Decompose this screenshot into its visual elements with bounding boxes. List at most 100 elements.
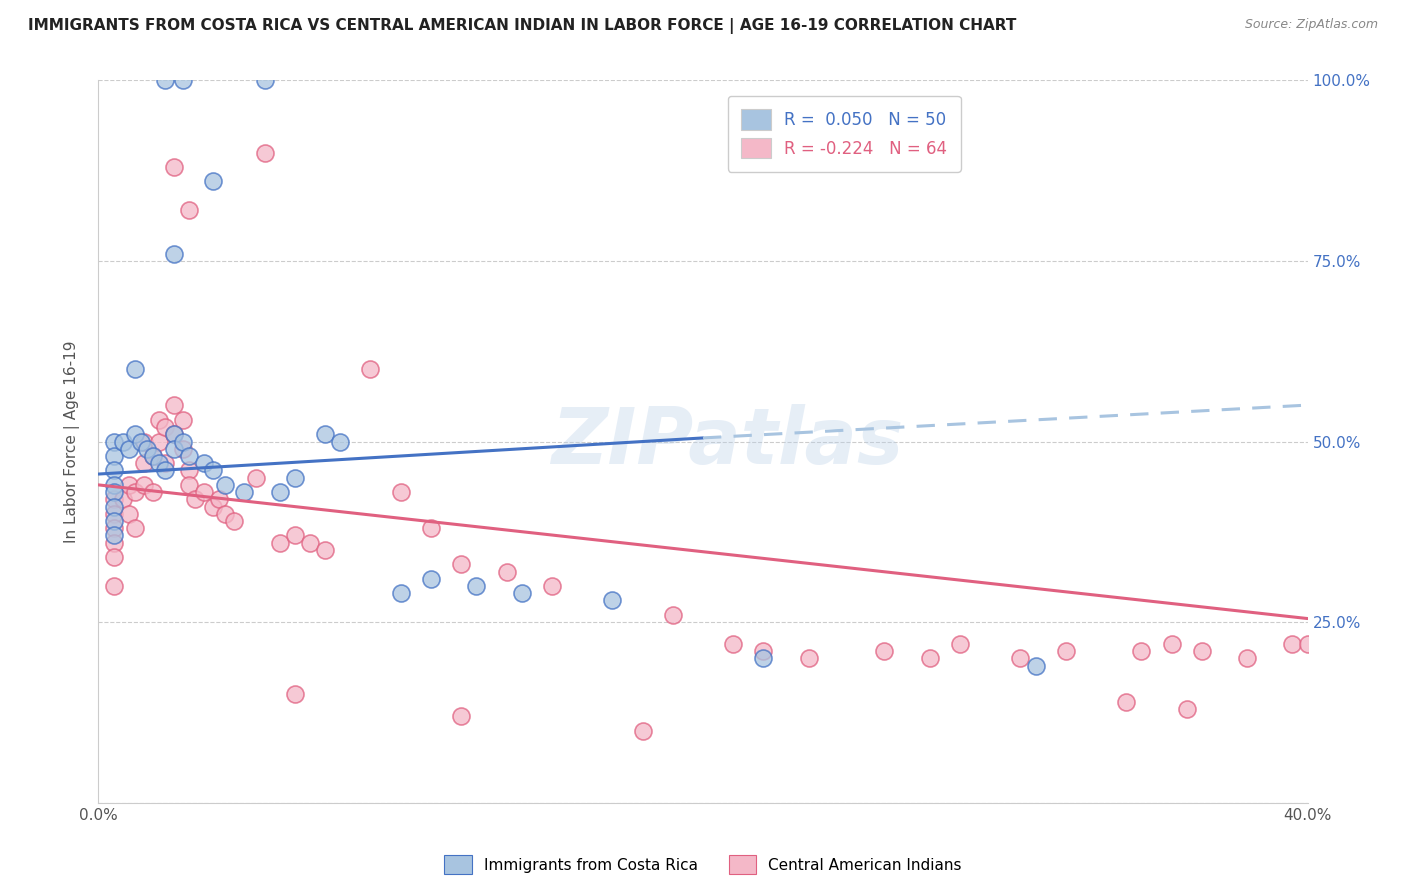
Point: [214, 507, 236, 521]
Point: [1054, 644, 1077, 658]
Point: [103, 507, 125, 521]
Point: [163, 246, 186, 260]
Point: [420, 521, 443, 535]
Point: [1010, 651, 1032, 665]
Point: [253, 73, 276, 87]
Point: [111, 434, 134, 449]
Point: [214, 478, 236, 492]
Point: [142, 449, 165, 463]
Point: [172, 442, 194, 456]
Point: [179, 478, 201, 492]
Point: [179, 203, 201, 218]
Point: [329, 434, 352, 449]
Point: [163, 442, 186, 456]
Point: [184, 492, 207, 507]
Point: [1130, 644, 1153, 658]
Point: [132, 434, 155, 449]
Point: [103, 449, 125, 463]
Point: [314, 542, 336, 557]
Point: [153, 73, 176, 87]
Point: [1281, 637, 1303, 651]
Point: [389, 586, 412, 600]
Point: [172, 73, 194, 87]
Point: [208, 492, 231, 507]
Text: IMMIGRANTS FROM COSTA RICA VS CENTRAL AMERICAN INDIAN IN LABOR FORCE | AGE 16-19: IMMIGRANTS FROM COSTA RICA VS CENTRAL AM…: [28, 18, 1017, 34]
Point: [269, 485, 291, 500]
Point: [232, 485, 254, 500]
Point: [163, 427, 186, 442]
Point: [465, 579, 488, 593]
Point: [540, 579, 562, 593]
Point: [224, 514, 246, 528]
Point: [172, 434, 194, 449]
Point: [153, 463, 176, 477]
Point: [420, 572, 443, 586]
Point: [299, 535, 322, 549]
Point: [389, 485, 412, 500]
Legend: R =  0.050   N = 50, R = -0.224   N = 64: R = 0.050 N = 50, R = -0.224 N = 64: [728, 95, 960, 171]
Point: [124, 485, 146, 500]
Point: [148, 434, 170, 449]
Point: [163, 427, 186, 442]
Point: [193, 485, 215, 500]
Point: [103, 579, 125, 593]
Point: [314, 427, 336, 442]
Point: [103, 478, 125, 492]
Point: [253, 145, 276, 160]
Point: [202, 174, 225, 188]
Point: [103, 535, 125, 549]
Point: [284, 470, 307, 484]
Point: [142, 485, 165, 500]
Point: [245, 470, 267, 484]
Point: [124, 427, 146, 442]
Y-axis label: In Labor Force | Age 16-19: In Labor Force | Age 16-19: [63, 340, 80, 543]
Point: [202, 500, 225, 514]
Point: [111, 492, 134, 507]
Point: [103, 550, 125, 565]
Point: [163, 398, 186, 412]
Point: [631, 723, 654, 738]
Point: [103, 492, 125, 507]
Point: [1191, 644, 1213, 658]
Point: [153, 420, 176, 434]
Point: [602, 593, 624, 607]
Point: [124, 521, 146, 535]
Point: [135, 442, 157, 456]
Point: [103, 434, 125, 449]
Point: [269, 535, 291, 549]
Text: ZIPatlas: ZIPatlas: [551, 403, 903, 480]
Point: [118, 478, 141, 492]
Point: [132, 478, 155, 492]
Point: [1115, 695, 1137, 709]
Point: [752, 651, 775, 665]
Point: [103, 500, 125, 514]
Point: [124, 362, 146, 376]
Point: [284, 528, 307, 542]
Point: [172, 413, 194, 427]
Point: [949, 637, 972, 651]
Point: [179, 463, 201, 477]
Point: [1175, 702, 1198, 716]
Point: [797, 651, 820, 665]
Point: [1160, 637, 1182, 651]
Point: [103, 485, 125, 500]
Point: [1024, 658, 1046, 673]
Point: [202, 463, 225, 477]
Point: [360, 362, 382, 376]
Point: [661, 607, 683, 622]
Point: [510, 586, 533, 600]
Point: [450, 709, 472, 723]
Point: [284, 687, 307, 701]
Point: [148, 413, 170, 427]
Point: [1236, 651, 1258, 665]
Point: [193, 456, 215, 470]
Point: [148, 456, 170, 470]
Point: [129, 434, 152, 449]
Point: [163, 160, 186, 174]
Point: [723, 637, 745, 651]
Point: [1296, 637, 1319, 651]
Point: [118, 442, 141, 456]
Point: [132, 456, 155, 470]
Point: [118, 507, 141, 521]
Point: [873, 644, 896, 658]
